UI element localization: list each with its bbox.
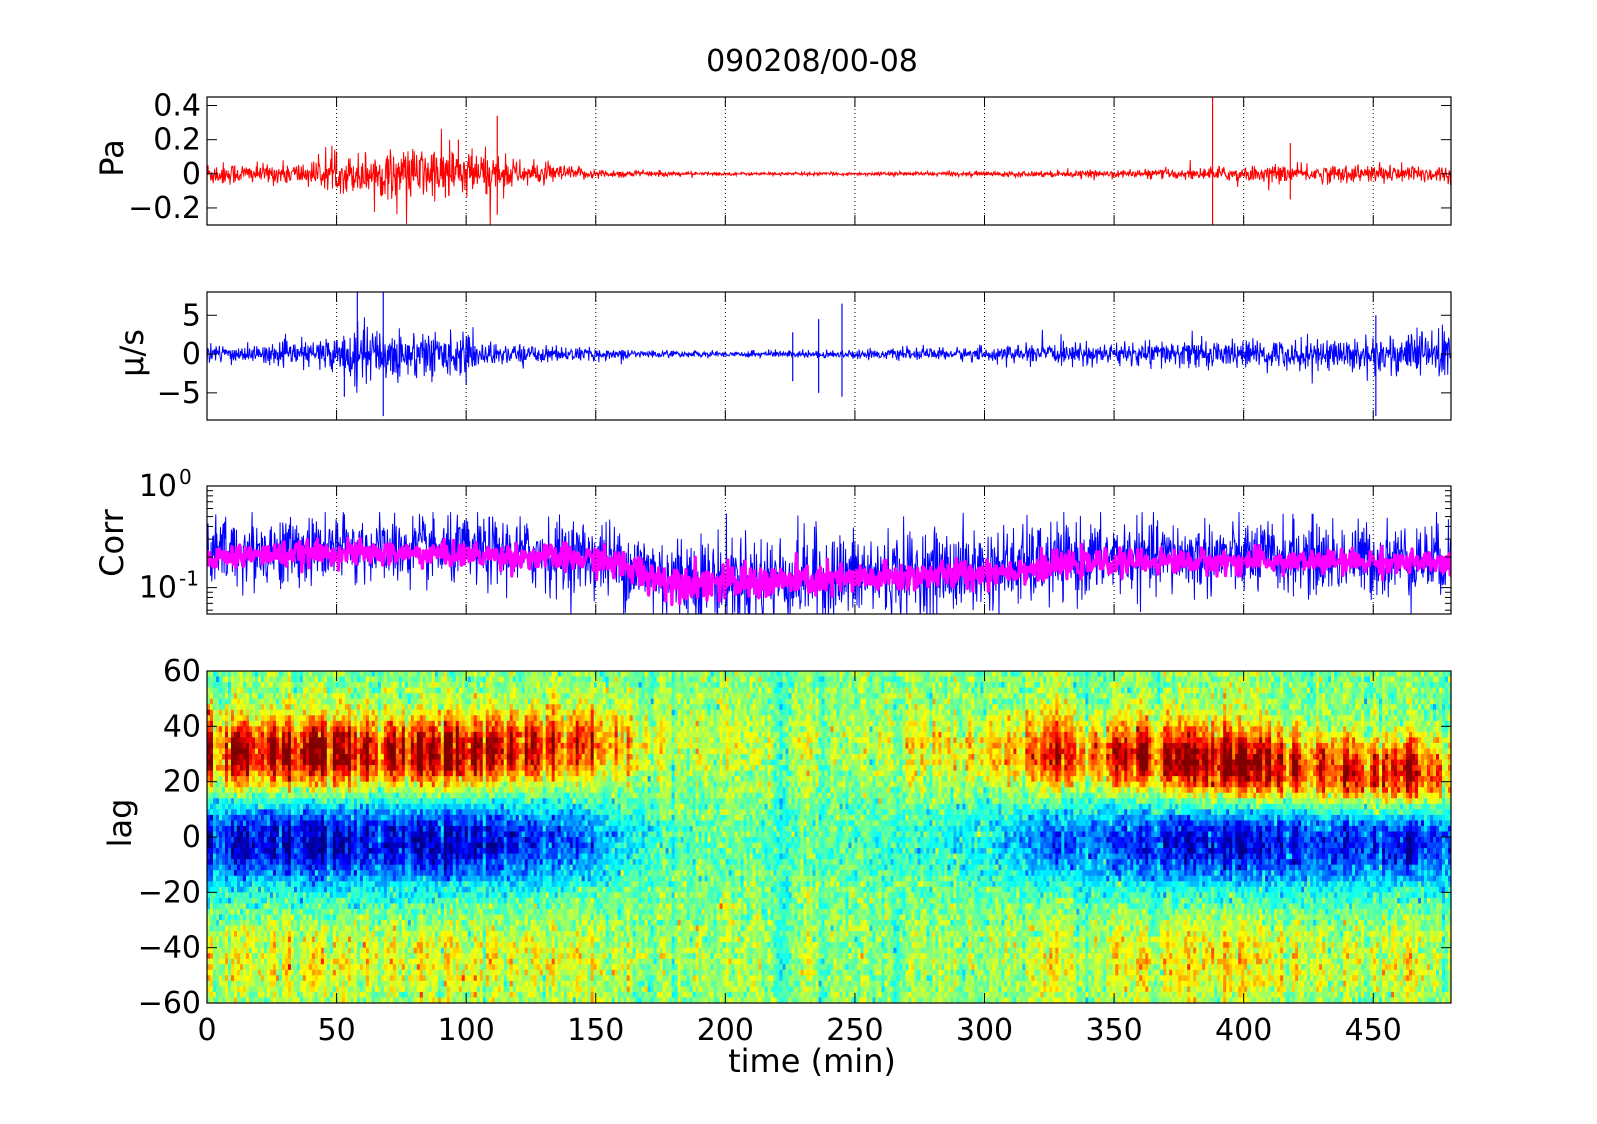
correlation-plot-area [207, 512, 1451, 618]
figure: 090208/00-08 −0.200.20.4 Pa −505 μ/s 10 0… [0, 0, 1597, 1124]
pressure-panel: −0.200.20.4 Pa [93, 89, 1451, 228]
pressure-ylabel: Pa [93, 139, 131, 176]
velocity-ylabel: μ/s [113, 329, 151, 377]
y-tick-exponent: -1 [179, 567, 199, 591]
y-tick-label: −5 [157, 376, 201, 411]
velocity-panel: −5 0 5 μ/s [113, 292, 1451, 420]
y-tick-label: 0 [182, 337, 201, 372]
chart-title: 090208/00-08 [706, 44, 918, 79]
y-tick-label: 5 [182, 298, 201, 333]
lag-heatmap-area [207, 671, 1452, 1004]
y-tick-label: 0 [182, 157, 201, 192]
correlation-ylabel: Corr [93, 508, 131, 577]
y-tick-label: −0.2 [128, 191, 201, 226]
signal-trace [207, 317, 1451, 393]
y-tick-label: 0.2 [153, 123, 201, 158]
y-tick-exponent: 0 [179, 465, 192, 489]
y-tick-label: 10 [139, 469, 177, 504]
signal-trace [207, 129, 1451, 228]
y-tick-label: 10 [139, 571, 177, 606]
pressure-plot-area [207, 97, 1451, 228]
y-tick-label: 0.4 [153, 89, 201, 124]
pressure-axes: −0.200.20.4 [128, 89, 1451, 226]
velocity-plot-area [207, 292, 1451, 416]
